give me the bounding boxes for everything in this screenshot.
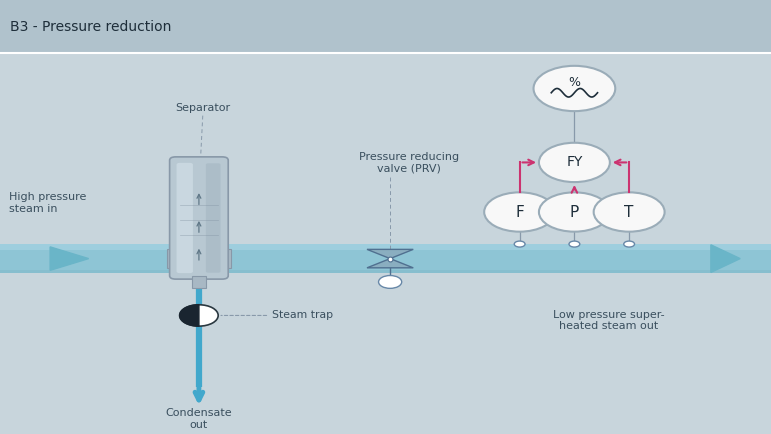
Circle shape xyxy=(180,305,218,326)
Text: Condensate
out: Condensate out xyxy=(166,408,232,430)
FancyBboxPatch shape xyxy=(0,270,771,273)
Text: F: F xyxy=(515,204,524,220)
Text: B3 - Pressure reduction: B3 - Pressure reduction xyxy=(10,20,171,34)
FancyBboxPatch shape xyxy=(177,163,193,273)
FancyBboxPatch shape xyxy=(206,163,221,273)
FancyBboxPatch shape xyxy=(170,157,228,279)
Circle shape xyxy=(624,241,635,247)
Polygon shape xyxy=(180,305,199,326)
Text: High pressure
steam in: High pressure steam in xyxy=(9,192,86,214)
Polygon shape xyxy=(50,247,89,270)
Circle shape xyxy=(569,241,580,247)
FancyBboxPatch shape xyxy=(0,244,771,273)
Text: Low pressure super-
heated steam out: Low pressure super- heated steam out xyxy=(554,310,665,332)
Text: P: P xyxy=(570,204,579,220)
Text: Steam trap: Steam trap xyxy=(221,310,333,320)
Circle shape xyxy=(514,241,525,247)
Circle shape xyxy=(534,66,615,111)
Text: Separator: Separator xyxy=(175,103,231,113)
FancyBboxPatch shape xyxy=(167,249,176,269)
Circle shape xyxy=(594,192,665,232)
Text: Pressure reducing
valve (PRV): Pressure reducing valve (PRV) xyxy=(359,151,460,173)
FancyBboxPatch shape xyxy=(222,249,231,269)
Text: T: T xyxy=(625,204,634,220)
FancyBboxPatch shape xyxy=(192,276,206,288)
Circle shape xyxy=(539,192,610,232)
FancyBboxPatch shape xyxy=(0,244,771,250)
Circle shape xyxy=(484,192,555,232)
FancyBboxPatch shape xyxy=(0,0,771,53)
Polygon shape xyxy=(367,259,413,268)
Circle shape xyxy=(379,276,402,288)
Text: FY: FY xyxy=(566,155,583,169)
Polygon shape xyxy=(367,250,413,259)
Polygon shape xyxy=(711,245,740,273)
Circle shape xyxy=(539,143,610,182)
Text: %: % xyxy=(568,76,581,89)
